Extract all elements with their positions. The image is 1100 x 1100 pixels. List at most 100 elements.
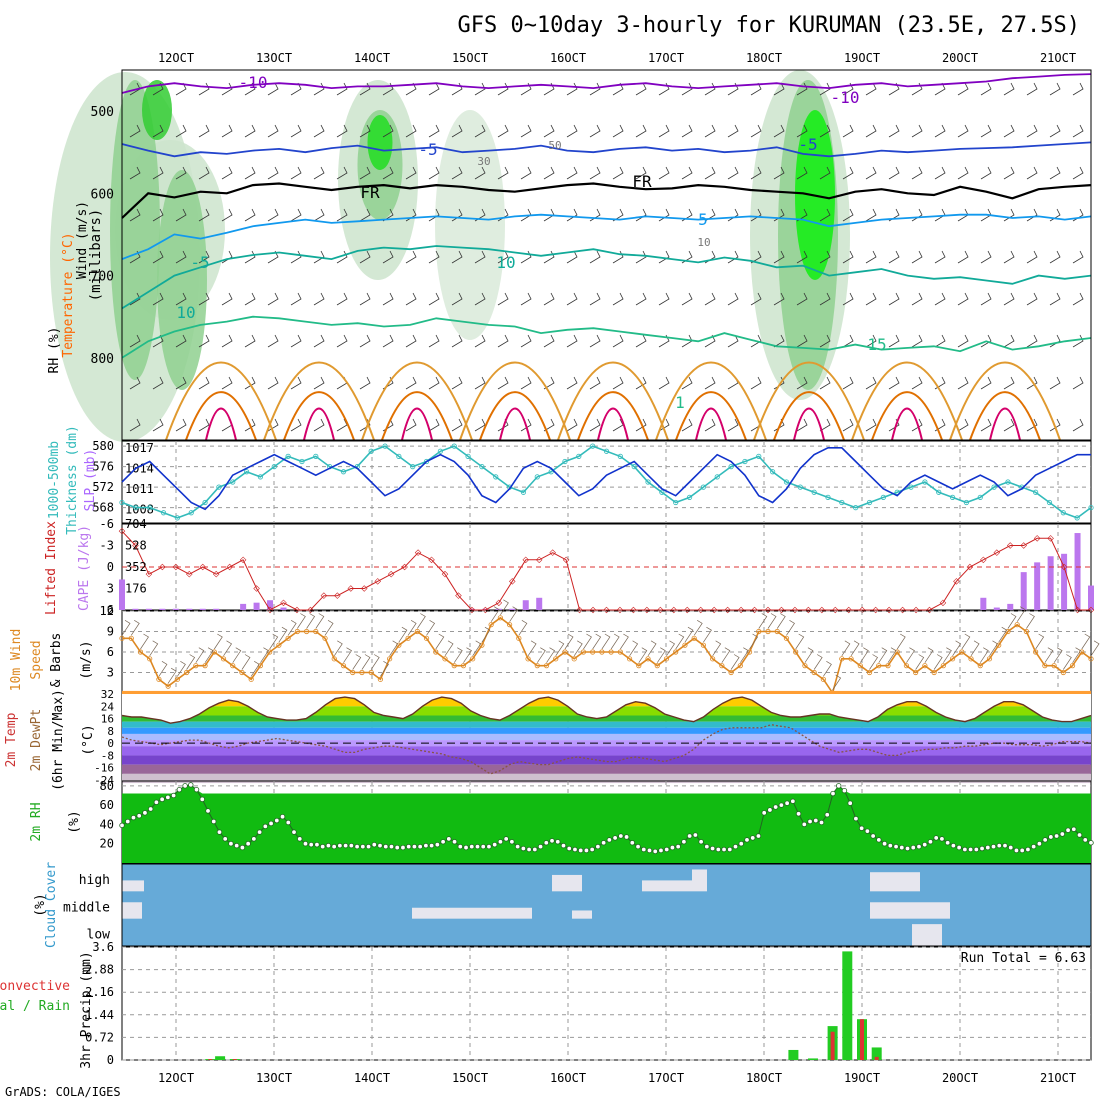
lifted-index-point bbox=[239, 556, 247, 564]
wind-barb bbox=[428, 250, 440, 264]
rh-point bbox=[274, 817, 280, 824]
wind-barb bbox=[612, 334, 624, 348]
rh-point bbox=[394, 844, 400, 851]
rh-point bbox=[222, 836, 228, 842]
thickness-line-point bbox=[617, 453, 623, 459]
wind-barb bbox=[313, 250, 325, 264]
wind-barb bbox=[336, 124, 348, 138]
wind-barb bbox=[1026, 124, 1038, 138]
wind-barb bbox=[842, 124, 854, 138]
cloud-block bbox=[870, 902, 950, 919]
rh-point bbox=[858, 825, 865, 831]
wind-barb bbox=[819, 124, 831, 138]
wind-barb bbox=[796, 124, 808, 138]
thickness-line-point bbox=[465, 453, 471, 459]
wind-barb bbox=[727, 124, 739, 138]
rh-point bbox=[348, 842, 355, 849]
wind-barb bbox=[490, 606, 500, 622]
wind-barb bbox=[658, 376, 670, 390]
wind-barb bbox=[980, 166, 992, 180]
wind-barb bbox=[152, 208, 164, 222]
rh-point bbox=[388, 843, 395, 850]
rh-point bbox=[308, 841, 314, 848]
wind-barb bbox=[175, 124, 187, 138]
isotherm-hot bbox=[401, 407, 433, 441]
x-tick-label-top: 21OCT bbox=[1040, 51, 1076, 65]
wind-barb bbox=[129, 166, 141, 180]
wind-barb bbox=[842, 418, 854, 432]
wind-speed-line-point bbox=[128, 635, 134, 641]
wind-barb bbox=[589, 418, 601, 432]
wind-barb bbox=[370, 654, 380, 670]
y-tick-label: 580 bbox=[92, 439, 114, 453]
rh-point bbox=[1030, 843, 1037, 850]
wind-barb bbox=[520, 334, 532, 348]
wind-speed-line-point bbox=[885, 663, 891, 669]
cloud-block bbox=[412, 907, 532, 919]
wind-barb bbox=[911, 124, 923, 138]
wind-speed-line-point bbox=[654, 663, 660, 669]
wind-barb bbox=[129, 208, 141, 222]
wind-barb bbox=[497, 208, 509, 222]
temp-band bbox=[122, 715, 1091, 722]
precip-total-bar bbox=[842, 951, 853, 1060]
wind-speed-line-point bbox=[137, 649, 144, 655]
wind-barb bbox=[221, 82, 233, 96]
y-tick-label: 0 bbox=[107, 737, 114, 750]
wind-barb bbox=[313, 418, 325, 432]
wind-barb bbox=[267, 124, 279, 138]
wind-barb bbox=[566, 418, 578, 432]
wind-barb bbox=[813, 654, 823, 670]
wind-barb bbox=[313, 292, 325, 306]
rh-point bbox=[732, 843, 739, 850]
wind-speed-line-point bbox=[673, 649, 679, 655]
dewpoint-line bbox=[121, 724, 1092, 775]
wind-barb bbox=[359, 124, 371, 138]
wind-speed-line-point bbox=[165, 683, 171, 689]
precip-total-bar bbox=[871, 1047, 882, 1060]
wind-barb bbox=[1026, 418, 1038, 432]
wind-barb bbox=[566, 82, 578, 96]
rh-point bbox=[916, 843, 922, 850]
wind-barb bbox=[865, 250, 877, 264]
y-tick-label: 0 bbox=[107, 1053, 114, 1067]
temp-band bbox=[122, 773, 1091, 784]
wind-barb bbox=[750, 208, 762, 222]
wind-barb bbox=[382, 166, 394, 180]
wind-barb bbox=[658, 292, 670, 306]
isotherm-warm bbox=[753, 361, 865, 441]
lifted-index-point bbox=[172, 563, 180, 571]
wind-barb bbox=[564, 633, 574, 650]
rh-point bbox=[297, 836, 303, 842]
rh-point bbox=[721, 846, 727, 853]
wind-barb bbox=[589, 124, 601, 138]
thickness-line-point bbox=[991, 484, 997, 490]
rh-point bbox=[629, 840, 636, 846]
wind-barb bbox=[333, 640, 343, 657]
isotherm-warm bbox=[577, 391, 649, 441]
lifted-index-point bbox=[360, 585, 368, 592]
wind-barb bbox=[290, 376, 302, 390]
wind-barb bbox=[859, 647, 869, 663]
wind-speed-line-point bbox=[433, 649, 439, 655]
y-tick-label-right: 1011 bbox=[125, 482, 154, 496]
wind-barb bbox=[428, 166, 440, 180]
cloud-block bbox=[692, 869, 707, 892]
x-tick-label-top: 20OCT bbox=[942, 51, 978, 65]
thickness-line-point bbox=[714, 474, 720, 480]
wind-barb bbox=[129, 334, 141, 348]
wind-barb bbox=[129, 292, 141, 306]
precip-convective-bar bbox=[874, 1056, 879, 1060]
wind-speed-line-point bbox=[663, 656, 670, 662]
wind-barb bbox=[952, 640, 962, 657]
rh-point bbox=[618, 833, 624, 839]
wind-barb bbox=[1081, 633, 1091, 650]
wind-barb bbox=[957, 418, 969, 432]
wind-barb bbox=[612, 124, 624, 138]
wind-speed-line-point bbox=[303, 628, 310, 635]
thickness-line-point bbox=[1060, 510, 1066, 516]
wind-barb bbox=[773, 82, 785, 96]
wind-barb bbox=[796, 292, 808, 306]
wind-barb bbox=[405, 334, 417, 348]
wind-speed-line-point bbox=[220, 656, 227, 662]
